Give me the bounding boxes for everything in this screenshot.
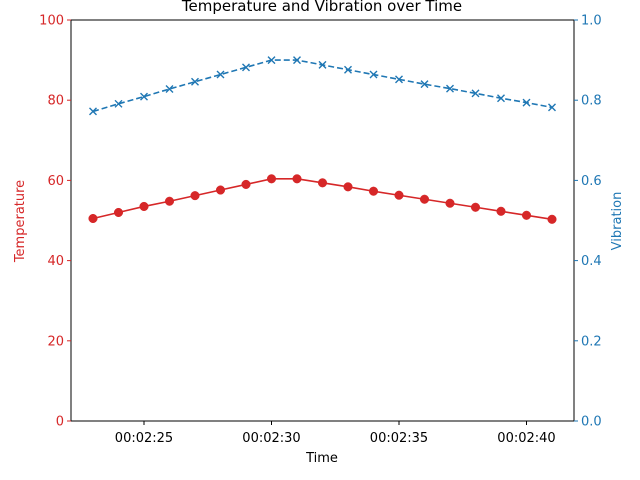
- data-point-right: [471, 89, 480, 98]
- x-tick-label: 00:02:25: [115, 431, 173, 446]
- right-y-axis-label: Vibration: [610, 192, 625, 251]
- data-point-left: [419, 194, 430, 204]
- right-y-tick-label: 1.0: [581, 14, 602, 29]
- right-y-tick-label: 0.6: [581, 174, 602, 189]
- x-tick-label: 00:02:35: [370, 431, 428, 446]
- data-point-right: [191, 77, 199, 86]
- axes-layer: 0 20 40 60 80 100 0.0 0.2 0.4 0.6 0.8 1.0 00:02:25 00…: [39, 14, 602, 447]
- x-tick-label: 00:02:40: [497, 431, 555, 446]
- right-y-tick-label: 0.2: [581, 334, 602, 349]
- data-point-left: [368, 186, 379, 196]
- x-axis-label: Time: [305, 451, 338, 466]
- data-point-left: [190, 191, 200, 201]
- right-y-tick-label: 0.8: [581, 94, 602, 109]
- data-point-right: [242, 63, 250, 72]
- data-point-right: [395, 75, 403, 84]
- data-point-right: [548, 103, 556, 112]
- data-point-left: [266, 174, 277, 184]
- data-point-right: [89, 107, 97, 116]
- left-y-tick-label: 60: [47, 174, 64, 189]
- data-point-left: [215, 185, 226, 195]
- data-point-right: [140, 92, 148, 101]
- series-layer: [88, 56, 557, 224]
- data-point-left: [547, 214, 557, 224]
- x-tick-label: 00:02:30: [242, 431, 300, 446]
- data-point-right: [446, 84, 454, 93]
- data-point-left: [241, 179, 251, 189]
- data-point-right: [369, 70, 378, 79]
- left-y-tick-label: 100: [39, 14, 64, 29]
- data-point-left: [394, 190, 404, 200]
- data-point-right: [114, 99, 123, 108]
- left-y-tick-label: 0: [56, 415, 64, 430]
- data-point-right: [344, 65, 352, 74]
- data-point-left: [343, 182, 353, 192]
- data-point-left: [113, 207, 124, 218]
- right-y-tick-label: 0.0: [581, 415, 602, 430]
- data-point-left: [88, 213, 98, 224]
- chart-title: Temperature and Vibration over Time: [181, 0, 462, 15]
- data-point-right: [497, 94, 505, 103]
- data-point-left: [139, 201, 149, 212]
- data-point-left: [292, 174, 302, 184]
- data-point-left: [445, 198, 455, 208]
- left-y-tick-label: 20: [47, 334, 64, 349]
- data-point-left: [164, 196, 175, 206]
- data-point-right: [522, 98, 531, 107]
- data-point-right: [293, 56, 301, 65]
- data-point-left: [496, 206, 506, 216]
- data-point-left: [521, 210, 532, 220]
- data-point-right: [267, 56, 276, 65]
- left-y-tick-label: 40: [47, 254, 64, 269]
- data-point-right: [420, 80, 429, 89]
- data-point-right: [216, 70, 225, 79]
- left-y-tick-label: 80: [47, 94, 64, 109]
- right-y-tick-label: 0.4: [581, 254, 602, 269]
- data-point-right: [165, 84, 174, 93]
- left-y-axis-label: Temperature: [13, 180, 28, 263]
- data-point-left: [470, 202, 481, 212]
- data-point-right: [318, 60, 327, 69]
- data-point-left: [317, 178, 328, 188]
